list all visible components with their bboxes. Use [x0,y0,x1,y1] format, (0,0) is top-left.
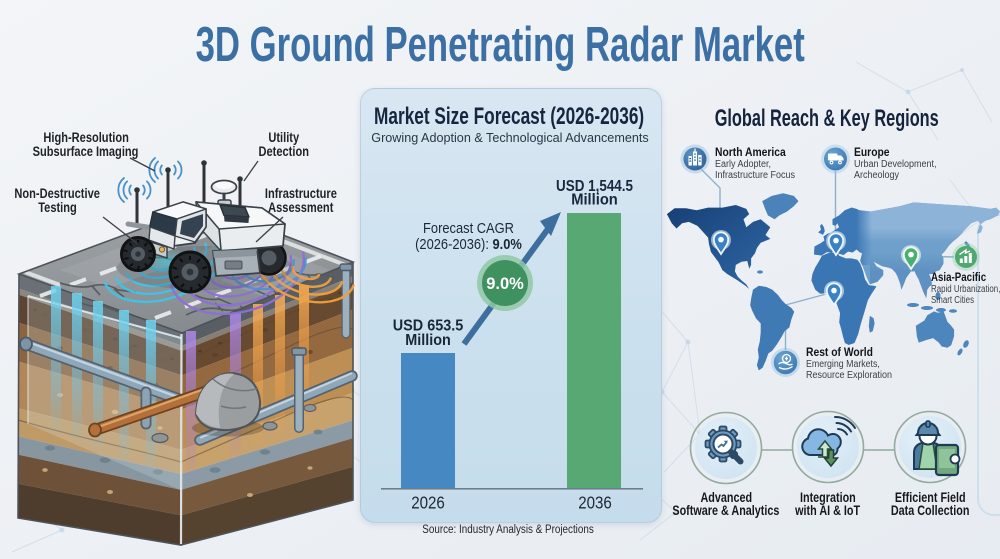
svg-text:USD 653.5: USD 653.5 [393,317,464,335]
svg-text:2036: 2036 [578,492,612,513]
svg-text:USD 1,544.5: USD 1,544.5 [556,178,633,195]
svg-text:Million: Million [405,331,451,349]
svg-text:Million: Million [571,191,618,209]
svg-text:9.0%: 9.0% [486,274,524,293]
svg-text:Forecast CAGR: Forecast CAGR [423,219,514,236]
svg-text:2026: 2026 [411,492,445,513]
svg-text:(2026-2036): 9.0%: (2026-2036): 9.0% [415,235,522,252]
